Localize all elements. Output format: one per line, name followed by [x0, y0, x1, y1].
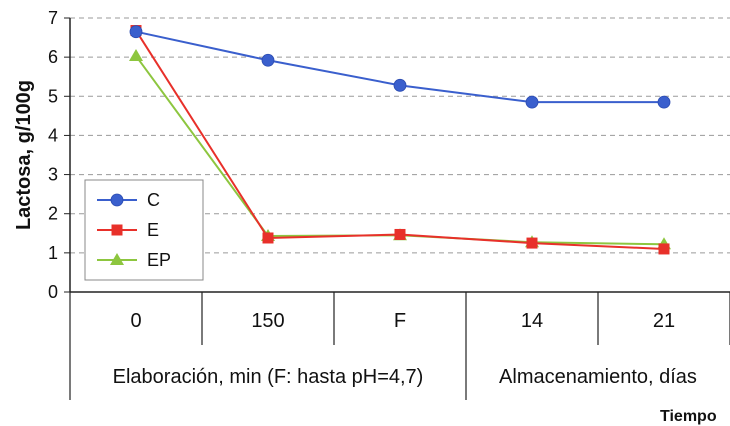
x-category-label: 21	[653, 310, 675, 332]
x-category-label: 150	[251, 310, 284, 332]
legend: CE EP	[84, 179, 204, 281]
y-tick-label: 3	[48, 165, 58, 185]
data-point	[525, 95, 539, 109]
legend-marker	[110, 193, 124, 207]
y-tick-label: 1	[48, 243, 58, 263]
data-point	[657, 95, 671, 109]
y-tick-labels: 0 1 2 3 4 5 6 7	[48, 8, 58, 302]
y-tick-label: 4	[48, 125, 58, 145]
x-category-labels: 0 150 F 14 21 Elaboración, min (F: hasta pH=4…	[113, 310, 697, 388]
legend-marker	[111, 224, 123, 236]
x-category-label: F	[394, 310, 406, 332]
axes	[64, 17, 730, 400]
data-point	[262, 232, 274, 244]
series-e	[130, 25, 670, 255]
legend-item-ep: EP	[97, 250, 171, 270]
data-point	[393, 78, 407, 92]
series-c	[129, 25, 671, 109]
series-group	[129, 25, 671, 255]
legend-label: EP	[147, 250, 171, 270]
legend-label: E	[147, 220, 159, 240]
x-category-label: 14	[521, 310, 543, 332]
y-tick-label: 2	[48, 204, 58, 224]
x-axis-label: Tiempo	[660, 408, 717, 425]
series-line	[135, 29, 665, 250]
x-category-label: 0	[130, 310, 141, 332]
y-tick-label: 6	[48, 47, 58, 67]
legend-item-e: E	[97, 220, 159, 240]
y-tick-label: 7	[48, 8, 58, 28]
y-tick-label: 5	[48, 86, 58, 106]
data-point	[658, 243, 670, 255]
data-point	[526, 237, 538, 249]
x-group-label: Elaboración, min (F: hasta pH=4,7)	[113, 366, 424, 388]
x-group-label: Almacenamiento, días	[499, 366, 697, 388]
y-axis-label: Lactosa, g/100g	[13, 80, 35, 230]
legend-item-c: C	[97, 190, 160, 210]
legend-marker	[110, 253, 124, 265]
data-point	[394, 228, 406, 240]
data-point	[129, 25, 143, 39]
data-point	[261, 53, 275, 67]
y-tick-label: 0	[48, 282, 58, 302]
data-point	[129, 48, 143, 61]
legend-label: C	[147, 190, 160, 210]
